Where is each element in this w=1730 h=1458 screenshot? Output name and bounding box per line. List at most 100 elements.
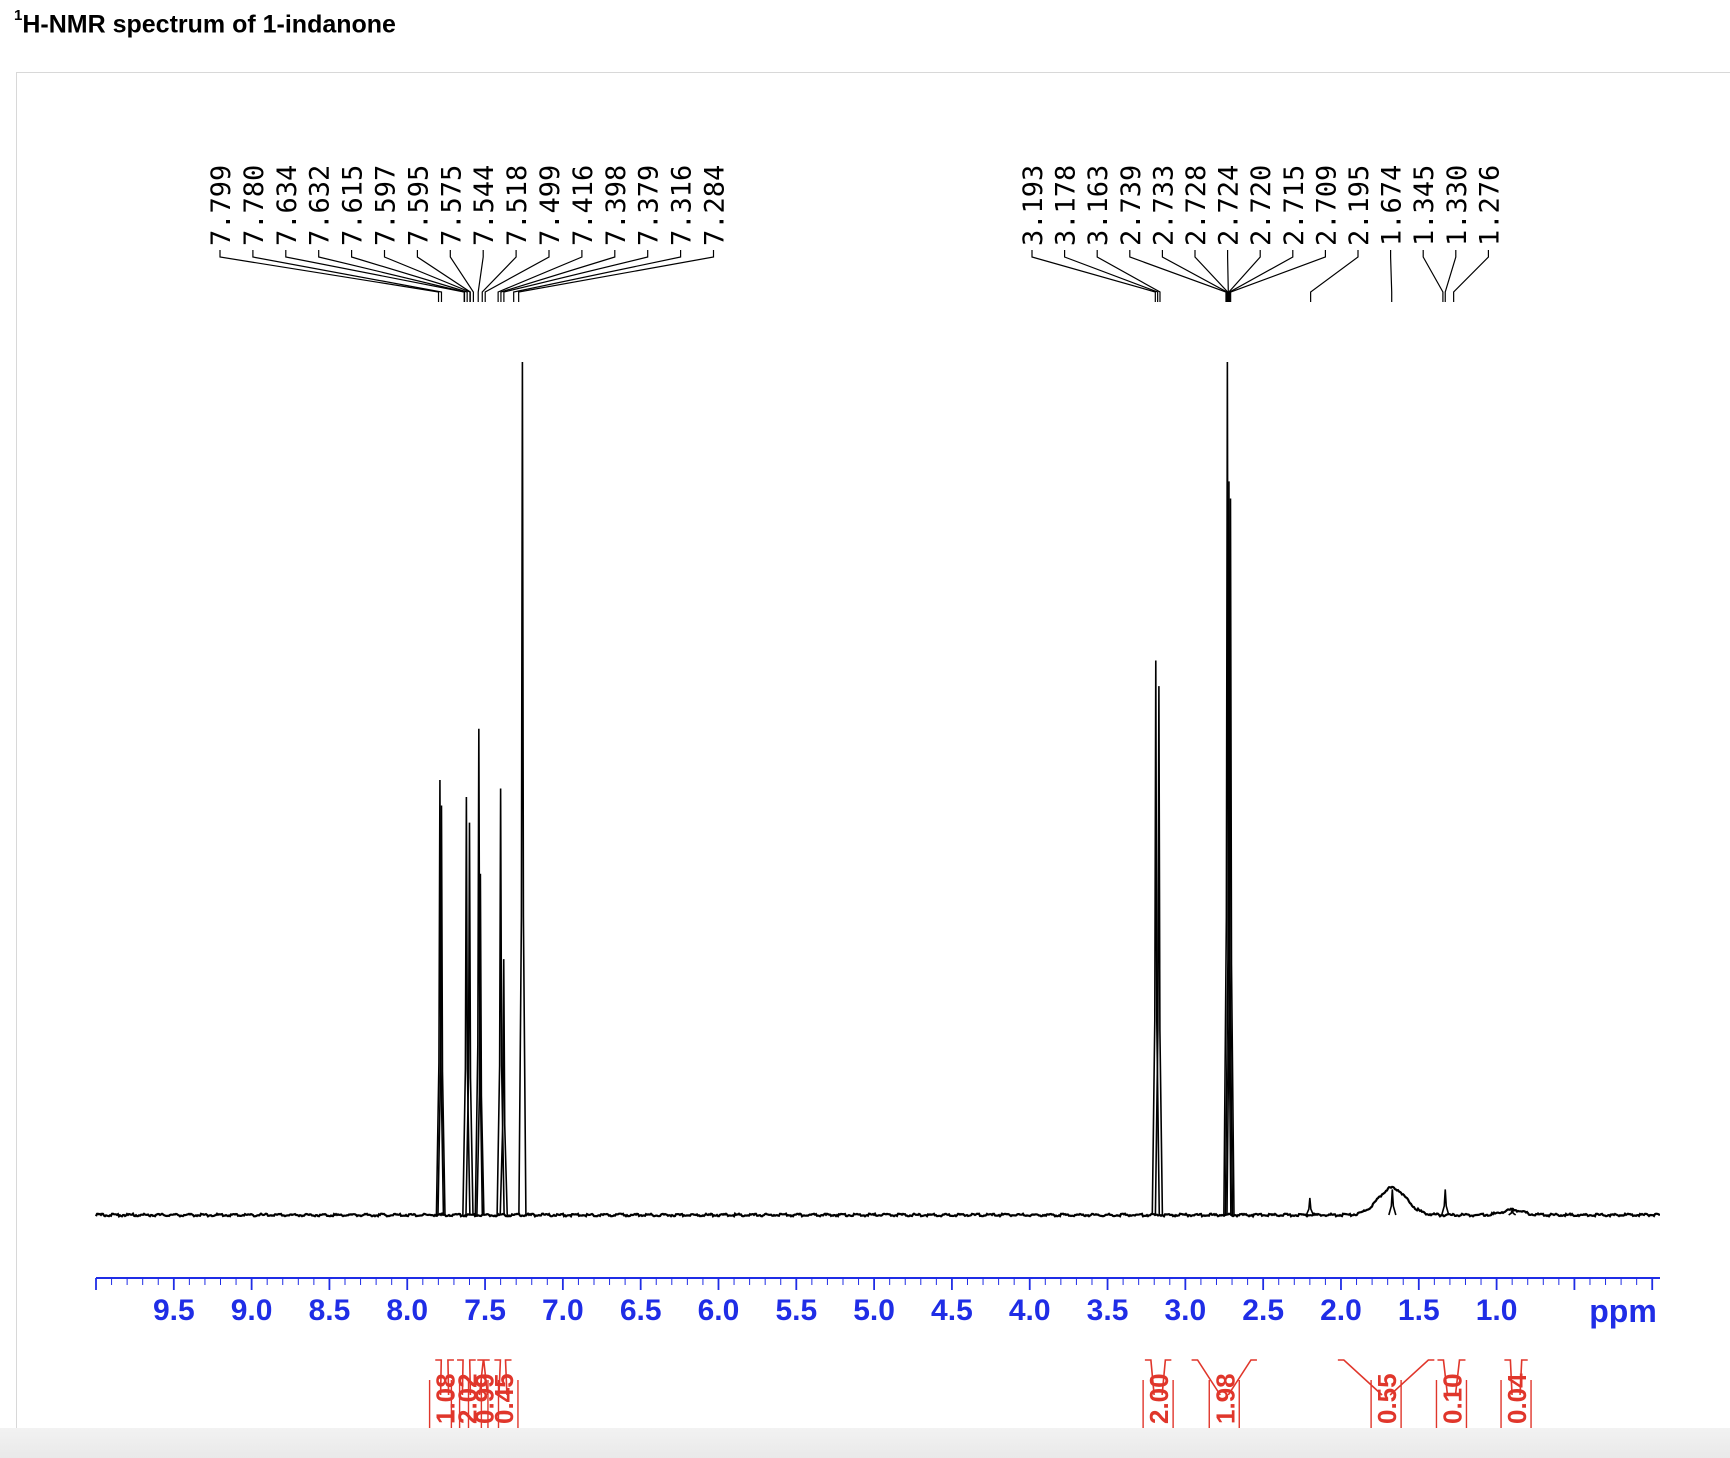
peak-label: 1.330 xyxy=(1442,165,1473,246)
spectrum-peak-3 xyxy=(465,822,474,1216)
title-text: H-NMR spectrum of 1-indanone xyxy=(22,10,396,39)
x-axis-label: ppm xyxy=(1589,1293,1657,1329)
peak-label-leader xyxy=(503,250,649,302)
peak-labels-group: 7.799 7.780 7.634 7.632 7.615 7.597 7.595 7.575… xyxy=(206,165,1505,302)
peak-label-leader xyxy=(449,250,474,302)
integral-bracket xyxy=(1437,1359,1466,1396)
spectrum-peak-13 xyxy=(1226,498,1235,1216)
peak-label: 1.345 xyxy=(1409,165,1440,246)
integral-value: 0.45 xyxy=(489,1373,519,1424)
peak-label: 3.178 xyxy=(1051,165,1082,246)
peak-label: 2.728 xyxy=(1181,165,1212,246)
peak-label-leader xyxy=(518,250,715,302)
integral-value: 0.10 xyxy=(1437,1373,1467,1424)
peak-label-leader xyxy=(219,250,440,302)
peak-label-leader xyxy=(1194,250,1229,302)
integral-bracket xyxy=(494,1359,512,1396)
spectrum-peak-7 xyxy=(499,959,509,1216)
spectrum-peak-17 xyxy=(1508,1207,1517,1216)
x-tick-label: 9.5 xyxy=(153,1294,195,1327)
x-tick-label: 5.5 xyxy=(775,1294,817,1327)
x-tick-label: 1.5 xyxy=(1398,1294,1440,1327)
peak-label-leader xyxy=(513,250,682,302)
integral-value: 0.04 xyxy=(1502,1373,1532,1424)
x-tick-label: 3.5 xyxy=(1087,1294,1129,1327)
spectrum-peak-14 xyxy=(1305,1197,1315,1216)
integral-bracket xyxy=(477,1359,490,1396)
integral-bracket xyxy=(1337,1359,1435,1396)
peak-label: 1.674 xyxy=(1377,165,1408,246)
peak-label: 2.195 xyxy=(1344,165,1375,246)
peak-label: 7.379 xyxy=(634,165,665,246)
peak-label-leader xyxy=(484,250,550,302)
x-tick-label: 7.0 xyxy=(542,1294,584,1327)
peak-label: 7.780 xyxy=(239,165,270,246)
integral-value: 2.00 xyxy=(1144,1373,1174,1424)
peak-label: 7.615 xyxy=(338,165,369,246)
peak-label-leader xyxy=(416,250,471,302)
integral-bracket xyxy=(1504,1359,1528,1396)
spectrum-peak-16 xyxy=(1440,1189,1450,1216)
peak-label-leader xyxy=(285,250,465,302)
peak-label: 2.739 xyxy=(1116,165,1147,246)
spectrum-peak-1 xyxy=(437,805,446,1216)
peak-label-leader xyxy=(1310,250,1359,302)
spectrum-group xyxy=(94,361,1660,1219)
chart-frame xyxy=(16,72,1730,1458)
peak-label-leader xyxy=(481,250,517,302)
integral-value: 0.55 xyxy=(1372,1373,1402,1424)
peak-label: 7.799 xyxy=(206,165,237,246)
peak-label: 2.733 xyxy=(1148,165,1179,246)
peak-label-leader xyxy=(1161,250,1228,302)
peak-label: 7.518 xyxy=(502,165,533,246)
x-tick-label: 2.5 xyxy=(1242,1294,1284,1327)
x-tick-label: 8.0 xyxy=(386,1294,428,1327)
peak-label: 7.595 xyxy=(403,165,434,246)
peak-label-leader xyxy=(318,250,466,302)
peak-label: 2.724 xyxy=(1214,165,1245,246)
x-tick-label: 1.0 xyxy=(1476,1294,1518,1327)
integral-bracket xyxy=(457,1359,476,1396)
peak-label-leader xyxy=(1230,250,1326,302)
peak-label-leader xyxy=(1390,250,1393,302)
x-tick-label: 4.0 xyxy=(1009,1294,1051,1327)
x-tick-label: 2.0 xyxy=(1320,1294,1362,1327)
integral-bracket xyxy=(435,1359,454,1396)
peak-label: 3.163 xyxy=(1083,165,1114,246)
peak-label: 7.284 xyxy=(700,165,731,246)
integral-value: 1.08 xyxy=(431,1373,461,1424)
integral-bracket xyxy=(1191,1359,1257,1396)
x-tick-label: 6.5 xyxy=(620,1294,662,1327)
spectrum-peak-15 xyxy=(1388,1189,1397,1216)
x-tick-label: 3.0 xyxy=(1164,1294,1206,1327)
x-tick-label: 9.0 xyxy=(231,1294,273,1327)
spectrum-baseline xyxy=(94,1185,1660,1219)
integral-bracket xyxy=(1144,1359,1172,1396)
title-superscript: 1 xyxy=(14,7,23,24)
peak-label-leader xyxy=(497,250,583,302)
peak-label: 7.632 xyxy=(305,165,336,246)
integral-value: 2.02 xyxy=(452,1373,482,1424)
peak-label: 7.316 xyxy=(667,165,698,246)
peak-label: 7.597 xyxy=(371,165,402,246)
peak-label: 1.276 xyxy=(1474,165,1505,246)
peak-label-leader xyxy=(477,250,484,302)
spectrum-peak-8 xyxy=(518,361,527,1216)
peak-label: 7.499 xyxy=(535,165,566,246)
peak-label-leader xyxy=(1129,250,1227,302)
peak-label-leader xyxy=(1096,250,1161,302)
peak-label: 7.544 xyxy=(469,165,500,246)
peak-label-leader xyxy=(1228,250,1261,302)
ppm-axis-group: 9.5 9.0 8.5 8.0 7.5 7.0 6.5 6.0 5.5 5.0 4.5 4.0 3.5 3… xyxy=(95,1277,1660,1329)
spectrum-peak-5 xyxy=(476,873,485,1216)
peak-label: 2.720 xyxy=(1246,165,1277,246)
integrals-group: 1.082.020.990.45 2.00 1.98 0.55 0.10 0.04 xyxy=(428,1359,1532,1428)
spectrum-peak-10 xyxy=(1154,686,1164,1216)
peak-label: 7.416 xyxy=(568,165,599,246)
peak-label: 7.575 xyxy=(436,165,467,246)
x-tick-label: 4.5 xyxy=(931,1294,973,1327)
chart-title: 1H-NMR spectrum of 1-indanone xyxy=(14,7,396,39)
spectrum-peak-12 xyxy=(1224,481,1234,1216)
peak-label-leader xyxy=(500,250,616,302)
